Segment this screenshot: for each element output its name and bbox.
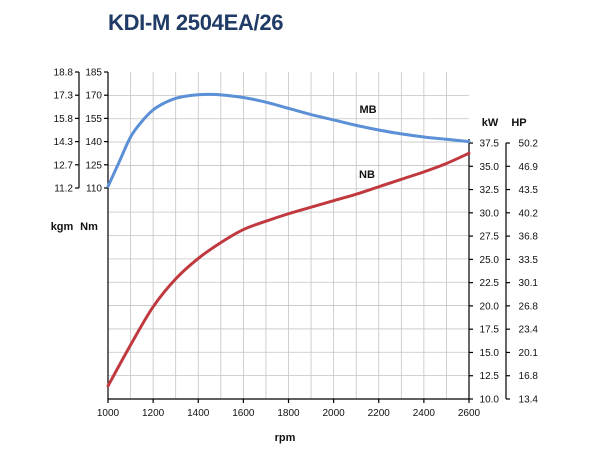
x-tick-label: 1000 (97, 408, 120, 419)
nm-tick-label: 125 (85, 160, 102, 171)
left-tick-labels: 185 18.8 170 17.3 155 15.8 140 14.3 125 12.7 110 11… (54, 68, 108, 195)
hp-tick-label: 46.9 (519, 162, 539, 173)
series-label-nb: NB (359, 169, 375, 181)
x-tick-label: 2400 (413, 408, 436, 419)
kw-tick-label: 15.0 (480, 348, 500, 359)
x-tick-label: 1600 (232, 408, 255, 419)
hp-tick-label: 33.5 (519, 255, 539, 266)
kw-tick-label: 32.5 (480, 185, 500, 196)
kgm-tick-label: 17.3 (54, 91, 74, 102)
x-axis-label: rpm (275, 432, 296, 444)
kw-tick-label: 12.5 (480, 371, 500, 382)
kw-tick-label: 30.0 (480, 208, 500, 219)
nm-tick-label: 155 (85, 114, 102, 125)
series-line-nb (106, 151, 471, 388)
x-tick-label: 1200 (142, 408, 165, 419)
hp-tick-label: 50.2 (519, 139, 539, 150)
kw-tick-label: 27.5 (480, 232, 500, 243)
kw-tick-label: 20.0 (480, 301, 500, 312)
kgm-tick-label: 11.2 (54, 184, 73, 195)
kw-tick-label: 22.5 (480, 278, 500, 289)
unit-label-nm: Nm (80, 221, 98, 233)
unit-label-kw: kW (482, 117, 499, 129)
hp-tick-label: 13.4 (519, 395, 539, 406)
hp-tick-label: 26.8 (519, 301, 539, 312)
x-tick-label: 2600 (458, 408, 481, 419)
hp-tick-label: 20.1 (519, 348, 539, 359)
hp-tick-label: 30.1 (519, 278, 539, 289)
hp-tick-label: 36.8 (519, 232, 539, 243)
kgm-tick-label: 12.7 (54, 160, 74, 171)
kgm-tick-label: 14.3 (54, 137, 74, 148)
right-tick-labels: 37.5 50.2 35.0 46.9 32.5 43.5 30.0 40.2 27.5 36.8… (469, 139, 538, 406)
x-tick-labels: 1000 1200 1400 1600 1800 2000 2200 2400 2600 (97, 399, 481, 419)
kw-tick-label: 35.0 (480, 162, 500, 173)
x-tick-label: 2000 (323, 408, 346, 419)
series-label-mb: MB (359, 104, 376, 116)
kgm-tick-label: 18.8 (54, 68, 74, 79)
hp-tick-label: 23.4 (519, 325, 539, 336)
kw-tick-label: 10.0 (480, 395, 500, 406)
kw-tick-label: 17.5 (480, 325, 500, 336)
x-tick-label: 2200 (368, 408, 391, 419)
nm-tick-label: 170 (85, 91, 102, 102)
kw-tick-label: 25.0 (480, 255, 500, 266)
hp-tick-label: 43.5 (519, 185, 539, 196)
series-lines (106, 92, 471, 388)
grid (108, 72, 469, 399)
unit-label-hp: HP (511, 117, 526, 129)
x-tick-label: 1400 (187, 408, 210, 419)
nm-tick-label: 140 (85, 137, 102, 148)
x-tick-label: 1800 (277, 408, 300, 419)
series-line-mb (106, 92, 471, 188)
kw-tick-label: 37.5 (480, 139, 500, 150)
hp-tick-label: 16.8 (519, 371, 539, 382)
hp-tick-label: 40.2 (519, 208, 539, 219)
nm-tick-label: 185 (85, 68, 102, 79)
kgm-tick-label: 15.8 (54, 114, 74, 125)
chart-title: KDI-M 2504EA/26 (108, 10, 284, 35)
unit-label-kgm: kgm (51, 221, 74, 233)
nm-tick-label: 110 (86, 184, 102, 195)
